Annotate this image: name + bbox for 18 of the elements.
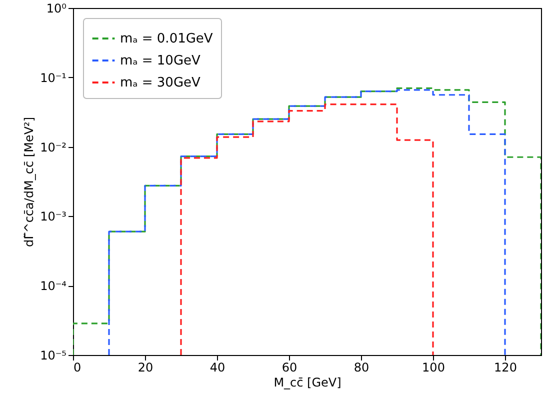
- x-tick-label: 100: [422, 360, 445, 374]
- x-tick-label: 120: [494, 360, 517, 374]
- legend-label: mₐ = 10GeV: [120, 54, 201, 68]
- y-tick-label: 10⁻¹: [40, 70, 67, 85]
- x-tick-label: 80: [354, 360, 370, 374]
- x-tick-label: 60: [282, 360, 298, 374]
- x-tick-label: 20: [138, 360, 154, 374]
- x-tick-label: 0: [74, 360, 82, 374]
- x-axis-title: M_cc̄ [GeV]: [274, 376, 342, 390]
- legend-label: mₐ = 30GeV: [120, 76, 201, 90]
- y-axis-title: dΓ̃^cc̄a/dM_cc̄ [MeV²]: [22, 116, 36, 248]
- legend-label: mₐ = 0.01GeV: [120, 32, 213, 46]
- y-tick-label: 10⁻³: [40, 210, 67, 224]
- y-tick-label: 10⁻⁵: [40, 348, 67, 362]
- y-tick-label: 10⁻⁴: [40, 279, 67, 294]
- y-tick-label: 10⁰: [46, 2, 67, 16]
- y-tick-label: 10⁻²: [40, 140, 67, 154]
- x-tick-label: 40: [210, 360, 226, 374]
